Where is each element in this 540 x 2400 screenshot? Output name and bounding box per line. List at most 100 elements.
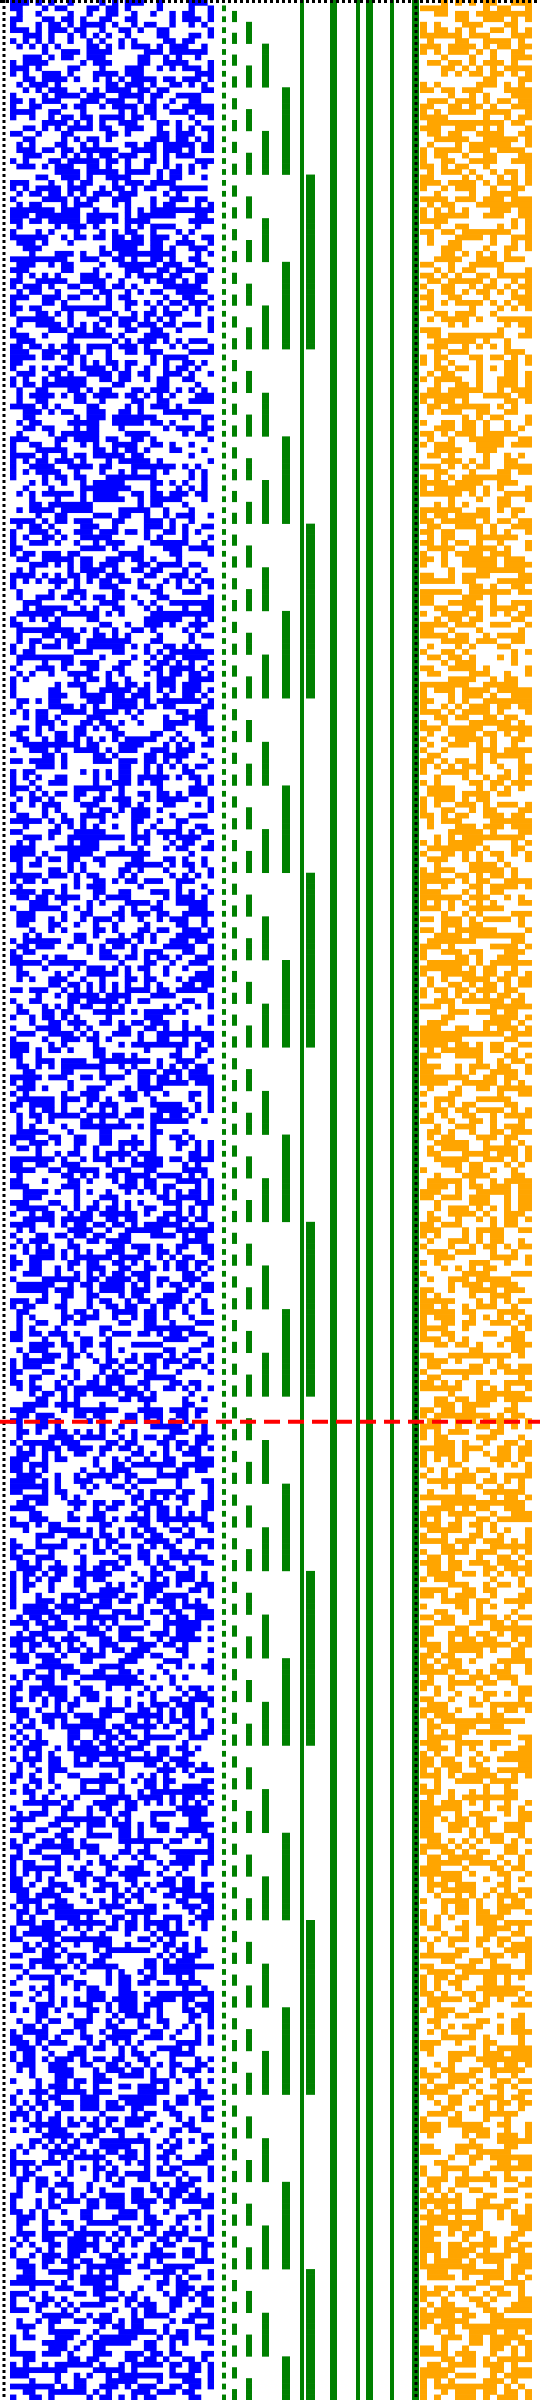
left-bit-cell [163, 54, 170, 61]
counter-bit-cell [306, 605, 315, 612]
counter-bit-cell [282, 501, 290, 508]
counter-bit-cell [262, 2001, 269, 2008]
left-bit-cell [156, 785, 164, 792]
left-bit-cell [67, 1865, 74, 1872]
left-bit-cell [156, 1276, 170, 1283]
left-bit-cell [112, 1816, 119, 1823]
left-bit-cell [16, 147, 36, 154]
left-bit-cell [80, 141, 87, 148]
left-bit-cell [92, 207, 100, 214]
left-bit-cell [150, 567, 163, 574]
left-bit-cell [201, 523, 214, 530]
left-bit-cell [118, 1156, 125, 1163]
left-bit-cell [112, 338, 119, 344]
left-bit-cell [156, 807, 164, 814]
counter-bit-cell [232, 1085, 237, 1092]
left-bit-cell [10, 1603, 17, 1610]
left-bit-cell [16, 523, 23, 530]
left-bit-cell [86, 1527, 93, 1534]
left-bit-cell [201, 1576, 208, 1583]
left-bit-cell [67, 223, 87, 230]
left-bit-cell [188, 441, 195, 448]
left-bit-cell [118, 1145, 125, 1152]
counter-bit-cell [232, 2350, 237, 2357]
left-bit-cell [163, 1865, 170, 1872]
counter-bit-cell [306, 1958, 315, 1964]
left-bit-cell [175, 1663, 183, 1670]
left-bit-cell [112, 2165, 119, 2172]
left-bit-cell [194, 1467, 208, 1474]
counter-bit-cell [282, 687, 290, 694]
left-bit-cell [201, 21, 208, 28]
counter-bit-cell [246, 430, 252, 437]
left-bit-cell [48, 1996, 55, 2003]
counter-bit-cell [222, 747, 226, 754]
left-bit-cell [118, 1767, 125, 1774]
left-bit-cell [10, 889, 36, 895]
left-bit-cell [124, 1369, 138, 1375]
left-bit-cell [105, 2176, 113, 2183]
left-bit-cell [80, 1685, 93, 1692]
left-bit-cell [169, 550, 183, 557]
left-bit-cell [10, 114, 17, 121]
left-bit-cell [194, 2061, 208, 2068]
left-bit-cell [67, 65, 81, 72]
left-bit-cell [80, 2105, 100, 2112]
counter-bit-cell [222, 452, 226, 459]
counter-bit-cell [262, 2334, 269, 2341]
left-bit-cell [163, 2209, 170, 2215]
left-bit-cell [169, 1860, 195, 1866]
left-bit-cell [201, 1270, 208, 1277]
left-bit-cell [201, 921, 208, 928]
left-bit-cell [112, 21, 119, 28]
counter-bit-cell [282, 2252, 290, 2259]
counter-bit-cell [282, 2187, 290, 2194]
left-bit-cell [10, 643, 17, 650]
counter-bit-cell [262, 752, 269, 759]
left-bit-cell [182, 1641, 189, 1648]
counter-bit-cell [262, 1183, 269, 1190]
counter-bit-cell [222, 2023, 226, 2030]
left-bit-cell [16, 2225, 23, 2232]
left-bit-cell [182, 1309, 189, 1315]
left-bit-cell [22, 1352, 30, 1359]
left-bit-cell [41, 76, 68, 83]
counter-bit-cell [282, 1663, 290, 1670]
left-bit-cell [67, 190, 74, 197]
counter-bit-cell [246, 1641, 252, 1648]
left-bit-cell [92, 1030, 100, 1037]
left-bit-cell [163, 1947, 170, 1954]
counter-bit-cell [306, 1314, 315, 1321]
left-bit-cell [163, 845, 170, 852]
counter-bit-cell [246, 1254, 252, 1261]
left-bit-cell [137, 1832, 144, 1839]
left-bit-cell [54, 92, 81, 99]
counter-bit-cell [262, 2241, 269, 2248]
left-bit-cell [73, 676, 81, 683]
counter-bit-cell [232, 38, 237, 44]
counter-bit-cell [306, 529, 315, 535]
left-bit-cell [118, 43, 125, 50]
counter-bit-cell [246, 2083, 252, 2090]
left-bit-cell [73, 829, 106, 835]
counter-bit-cell [232, 490, 237, 497]
left-bit-cell [73, 1996, 81, 2003]
left-bit-cell [182, 2007, 195, 2014]
counter-bit-cell [222, 365, 226, 372]
counter-bit-cell [282, 485, 290, 492]
left-bit-cell [143, 310, 157, 317]
counter-bit-cell [246, 1554, 252, 1561]
left-bit-cell [92, 1412, 106, 1419]
left-bit-cell [182, 605, 189, 612]
left-bit-cell [150, 665, 163, 672]
left-bit-cell [86, 572, 100, 579]
left-bit-cell [48, 229, 55, 235]
counter-bit-cell [246, 2176, 252, 2183]
counter-bit-cell [262, 136, 269, 143]
left-bit-cell [118, 76, 125, 83]
left-bit-cell [48, 829, 61, 835]
left-bit-cell [124, 709, 132, 715]
counter-bit-cell [246, 2165, 252, 2172]
left-bit-cell [112, 1609, 132, 1615]
left-bit-cell [29, 1140, 49, 1146]
